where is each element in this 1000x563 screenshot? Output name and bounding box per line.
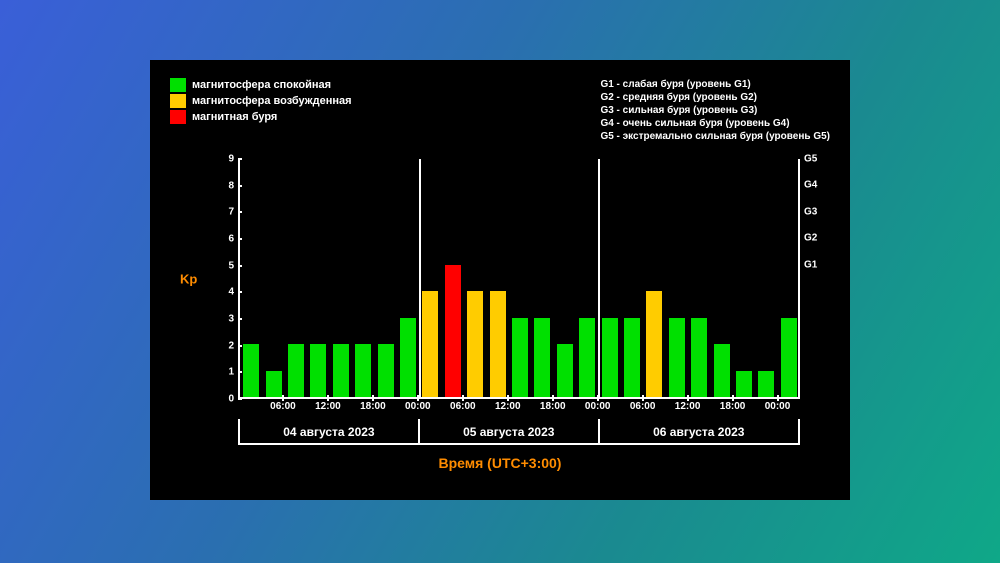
date-cell: 05 августа 2023 — [418, 419, 598, 443]
legend-right-line: G4 - очень сильная буря (уровень G4) — [600, 117, 830, 130]
legend-label: магнитосфера возбужденная — [192, 95, 352, 107]
y-tick-label: 4 — [220, 287, 234, 298]
legend-right-line: G2 - средняя буря (уровень G2) — [600, 91, 830, 104]
x-tick-label: 18:00 — [540, 401, 566, 412]
legend-swatch — [170, 110, 186, 124]
kp-bar — [445, 265, 461, 397]
kp-bar — [288, 344, 304, 397]
legend-right: G1 - слабая буря (уровень G1)G2 - средня… — [600, 78, 830, 143]
kp-bar — [758, 371, 774, 397]
legend-label: магнитосфера спокойная — [192, 79, 331, 91]
kp-bar — [579, 318, 595, 397]
kp-bar — [400, 318, 416, 397]
x-tick-label: 12:00 — [675, 401, 701, 412]
y-axis-label: Kp — [180, 272, 197, 287]
g-scale-label: G3 — [804, 206, 817, 217]
legend-item: магнитная буря — [170, 110, 352, 124]
x-tick-label: 06:00 — [630, 401, 656, 412]
kp-bar — [490, 291, 506, 397]
day-separator — [419, 159, 421, 399]
kp-bar — [557, 344, 573, 397]
legend-left: магнитосфера спокойная магнитосфера возбу… — [170, 78, 352, 143]
kp-bar — [646, 291, 662, 397]
kp-bar — [422, 291, 438, 397]
g-scale-label: G2 — [804, 233, 817, 244]
bars-container — [240, 159, 800, 397]
x-tick-label: 18:00 — [720, 401, 746, 412]
y-tick-label: 3 — [220, 314, 234, 325]
y-tick-label: 2 — [220, 340, 234, 351]
kp-bar — [467, 291, 483, 397]
x-tick-label: 18:00 — [360, 401, 386, 412]
legend-item: магнитосфера спокойная — [170, 78, 352, 92]
legend-swatch — [170, 78, 186, 92]
day-separator — [598, 159, 600, 399]
kp-bar — [512, 318, 528, 397]
y-tick-label: 6 — [220, 234, 234, 245]
date-cell: 06 августа 2023 — [598, 419, 800, 443]
legend-right-line: G1 - слабая буря (уровень G1) — [600, 78, 830, 91]
x-tick-label: 00:00 — [585, 401, 611, 412]
legend-row: магнитосфера спокойная магнитосфера возбу… — [170, 78, 830, 143]
kp-bar — [736, 371, 752, 397]
y-tick-label: 8 — [220, 180, 234, 191]
kp-bar — [602, 318, 618, 397]
kp-bar — [355, 344, 371, 397]
y-tick-label: 9 — [220, 154, 234, 165]
kp-bar — [669, 318, 685, 397]
kp-bar — [266, 371, 282, 397]
date-row: 04 августа 202305 августа 202306 августа… — [238, 419, 800, 445]
chart-panel: магнитосфера спокойная магнитосфера возбу… — [150, 60, 850, 500]
kp-bar — [333, 344, 349, 397]
g-scale-label: G1 — [804, 259, 817, 270]
x-tick-label: 00:00 — [765, 401, 791, 412]
x-axis-label: Время (UTC+3:00) — [170, 455, 830, 471]
legend-swatch — [170, 94, 186, 108]
y-axis-ticks: 0123456789 — [220, 159, 236, 399]
x-tick-label: 06:00 — [450, 401, 476, 412]
plot-right-border — [798, 159, 800, 399]
legend-item: магнитосфера возбужденная — [170, 94, 352, 108]
g-scale-label: G5 — [804, 154, 817, 165]
y-tick-label: 0 — [220, 394, 234, 405]
x-tick-label: 12:00 — [315, 401, 341, 412]
kp-bar — [534, 318, 550, 397]
legend-right-line: G3 - сильная буря (уровень G3) — [600, 104, 830, 117]
y-tick-label: 5 — [220, 260, 234, 271]
date-cell: 04 августа 2023 — [238, 419, 418, 443]
chart-area: Kp 0123456789 G1G2G3G4G5 — [220, 159, 800, 399]
kp-bar — [691, 318, 707, 397]
x-axis-ticks: 06:00 12:00 18:00 00:00 06:00 12:00 18:00 00:00… — [238, 399, 800, 419]
g-scale-label: G4 — [804, 180, 817, 191]
kp-bar — [781, 318, 797, 397]
y-tick-label: 1 — [220, 367, 234, 378]
kp-bar — [624, 318, 640, 397]
kp-bar — [310, 344, 326, 397]
y-tick-label: 7 — [220, 207, 234, 218]
kp-bar — [378, 344, 394, 397]
kp-bar — [714, 344, 730, 397]
plot-region: G1G2G3G4G5 — [238, 159, 800, 399]
x-tick-label: 00:00 — [405, 401, 431, 412]
x-tick-label: 12:00 — [495, 401, 521, 412]
legend-label: магнитная буря — [192, 111, 277, 123]
g-scale-labels: G1G2G3G4G5 — [804, 159, 828, 397]
legend-right-line: G5 - экстремально сильная буря (уровень … — [600, 130, 830, 143]
kp-bar — [243, 344, 259, 397]
x-tick-label: 06:00 — [270, 401, 296, 412]
